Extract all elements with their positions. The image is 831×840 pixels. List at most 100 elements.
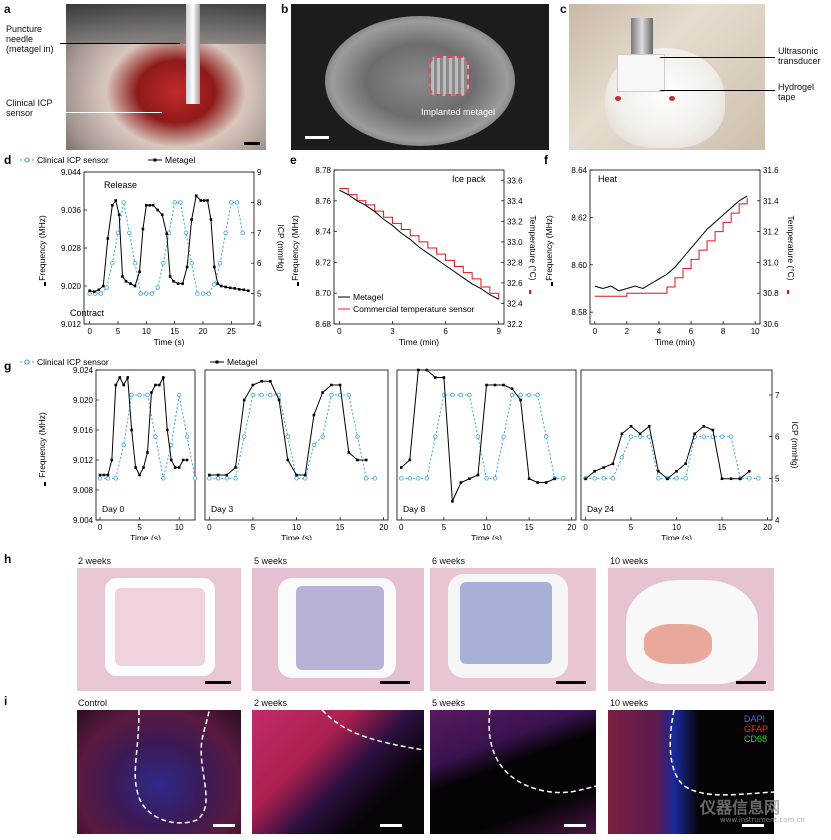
x-tick-label: 10 <box>292 523 301 532</box>
y2-tick-label: 7 <box>775 391 780 400</box>
icp-point <box>121 442 126 448</box>
subplot-day-label: Day 0 <box>102 504 124 514</box>
metagel-point <box>629 424 633 428</box>
x-tick-label: 0 <box>87 327 92 336</box>
y2-tick-label: 33.0 <box>507 238 523 247</box>
x-axis-label: Time (s) <box>471 533 502 540</box>
metagel-point <box>620 432 624 436</box>
charts-canvas: d 0 5 10 15 20 259.0129.0209.0289.0369.044456… <box>4 153 800 540</box>
metagel-point <box>121 275 124 278</box>
y-tick-label: 8.76 <box>315 197 331 206</box>
x-tick-label: 0 <box>207 523 212 532</box>
y-tick-label: 8.70 <box>315 289 331 298</box>
plot-frame <box>95 369 196 521</box>
x-tick-label: 0 <box>337 327 342 336</box>
metagel-point <box>216 473 220 477</box>
y2-tick-label: 30.6 <box>763 320 779 329</box>
commercial-sensor-line <box>339 187 500 300</box>
y2-tick-label: 8 <box>257 198 262 207</box>
x-tick-label: 20 <box>763 523 772 532</box>
metagel-point <box>468 477 471 481</box>
metagel-point <box>312 413 316 417</box>
metagel-point <box>154 383 157 387</box>
metagel-point <box>148 203 152 207</box>
icp-point <box>200 291 206 296</box>
metagel-point <box>493 383 497 387</box>
legend-icp-marker <box>24 157 30 163</box>
icp-point <box>329 392 334 398</box>
icp-point <box>509 392 515 398</box>
legend-icp-label: Clinical ICP sensor <box>37 357 109 367</box>
metagel-point <box>162 376 165 379</box>
metagel-point <box>208 473 211 477</box>
icp-point <box>110 261 115 266</box>
metagel-point <box>260 379 263 383</box>
metagel-point <box>199 199 203 202</box>
y2-tick-label: 5 <box>257 290 262 299</box>
contract-annotation: Contract <box>70 308 105 318</box>
if-time-2: 2 weeks <box>254 698 288 708</box>
subplot-2: 0 5 10 15 20 Time (s) Day 3 <box>204 369 389 540</box>
y2-tick-label: 32.6 <box>507 279 523 288</box>
metagel-point <box>185 265 189 269</box>
metagel-point <box>206 199 209 202</box>
y-tick-label: 9.024 <box>73 366 94 375</box>
x-axis-label: Time (s) <box>154 337 185 347</box>
metagel-point <box>720 477 724 481</box>
panel-label-h: h <box>4 552 12 566</box>
icp-point <box>543 434 549 439</box>
metagel-point <box>242 288 246 292</box>
icp-point <box>701 434 706 439</box>
metagel-point <box>544 481 548 484</box>
metagel-point <box>130 428 133 432</box>
icp-point <box>756 476 761 481</box>
metagel-series-line <box>339 189 499 300</box>
y2-tick-label: 6 <box>257 259 262 268</box>
metagel-point <box>176 282 180 285</box>
metagel-point <box>286 458 290 462</box>
icp-point <box>153 434 158 439</box>
metagel-point <box>97 288 101 292</box>
icp-point <box>138 291 143 296</box>
y-tick-label: 9.004 <box>73 516 94 525</box>
he-image-2weeks <box>77 568 241 691</box>
x-tick-label: 10 <box>142 327 151 336</box>
icp-point <box>433 434 438 439</box>
metagel-point <box>242 398 246 402</box>
if-time-3: 5 weeks <box>432 698 466 708</box>
if-image-control <box>77 710 241 834</box>
he-image-5weeks <box>252 568 424 691</box>
metagel-point <box>356 458 359 462</box>
metagel-point <box>158 383 161 387</box>
metagel-point <box>647 424 651 428</box>
icp-point <box>450 392 455 398</box>
metagel-point <box>693 432 696 436</box>
icp-point <box>240 230 245 235</box>
y2-tick-label: 32.2 <box>507 320 523 329</box>
icp-point <box>355 434 360 439</box>
metagel-point <box>106 237 110 240</box>
metagel-point <box>160 213 164 217</box>
metagel-point <box>536 481 539 484</box>
photo-a-rat-surgery <box>66 4 266 150</box>
plot-frame <box>589 169 761 325</box>
icp-point <box>161 476 166 481</box>
x-tick-label: 5 <box>116 327 121 336</box>
metagel-point <box>228 286 232 290</box>
if-image-5weeks <box>430 710 596 834</box>
metagel-point <box>303 473 307 477</box>
x-tick-label: 0 <box>399 523 404 532</box>
sensor-pointer-line <box>42 112 162 113</box>
x-tick-label: 5 <box>629 523 634 532</box>
y-tick-label: 9.036 <box>61 206 82 215</box>
icp-point <box>592 476 597 481</box>
icp-point <box>224 476 229 481</box>
metagel-point <box>338 383 342 387</box>
metagel-point <box>277 398 281 402</box>
subplot-day-label: Day 8 <box>403 504 425 514</box>
icp-point <box>619 455 625 460</box>
icp-point <box>223 230 228 235</box>
icp-series-line <box>401 394 564 479</box>
metagel-point <box>364 458 368 462</box>
subplot-1: 0 5 10 9.004 9.008 9.012 9.016 9.020 9.024 Time (… <box>73 366 198 540</box>
